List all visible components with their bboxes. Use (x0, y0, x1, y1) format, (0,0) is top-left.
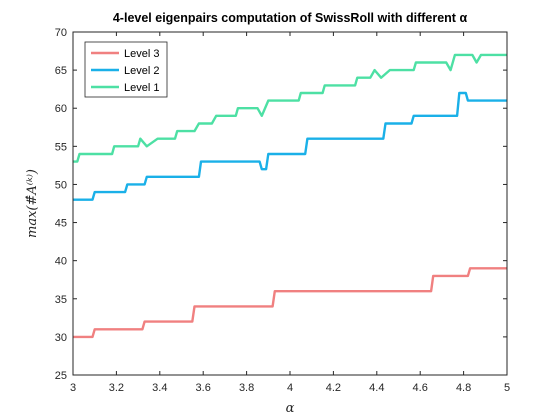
y-tick-label: 40 (55, 256, 67, 268)
y-tick-label: 60 (55, 103, 67, 115)
y-tick-label: 55 (55, 141, 67, 153)
y-tick-label: 35 (55, 294, 67, 306)
x-tick-label: 3.6 (196, 382, 211, 394)
x-tick-label: 4 (287, 382, 293, 394)
x-tick-label: 3.8 (239, 382, 254, 394)
legend-items: Level 3 Level 2 Level 1 (91, 48, 159, 94)
series-line-level-2 (73, 91, 507, 201)
y-axis-label: max(#̂A⁽ᵏ⁾) (25, 169, 40, 238)
legend: Level 3 Level 2 Level 1 (84, 41, 168, 98)
legend-label-level-2: Level 2 (124, 65, 159, 77)
x-tick-label: 4.4 (369, 382, 384, 394)
series-lines (73, 53, 507, 339)
x-tick-label: 3 (70, 382, 76, 394)
x-tick-label: 4.8 (456, 382, 471, 394)
x-tick-label: 4.6 (413, 382, 428, 394)
y-tick-label: 65 (55, 65, 67, 77)
x-axis-ticks: 3 3.2 3.4 3.6 3.8 4 4.2 4.4 4.6 4.8 5 (70, 32, 510, 394)
x-axis-label: α (286, 401, 295, 416)
y-tick-label: 50 (55, 179, 67, 191)
y-tick-label: 30 (55, 332, 67, 344)
chart-title: 4-level eigenpairs computation of SwissR… (113, 11, 468, 25)
x-tick-label: 4.2 (326, 382, 341, 394)
legend-label-level-3: Level 3 (124, 48, 159, 60)
y-tick-label: 45 (55, 218, 67, 230)
series-line-level-3 (73, 267, 507, 339)
legend-label-level-1: Level 1 (124, 82, 159, 94)
series-line-level-1 (73, 53, 507, 163)
plot-frame (72, 31, 508, 376)
x-tick-label: 3.4 (152, 382, 167, 394)
x-tick-label: 5 (504, 382, 510, 394)
y-tick-label: 70 (55, 27, 67, 39)
y-tick-label: 25 (55, 370, 67, 382)
y-axis-ticks: 25 30 35 40 45 50 55 60 65 70 (55, 27, 507, 382)
x-tick-label: 3.2 (109, 382, 124, 394)
